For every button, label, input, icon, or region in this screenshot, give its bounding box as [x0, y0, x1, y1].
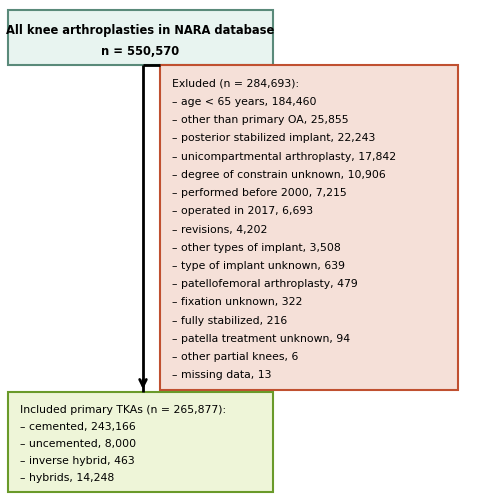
Text: – other types of implant, 3,508: – other types of implant, 3,508	[172, 243, 341, 253]
Text: – revisions, 4,202: – revisions, 4,202	[172, 224, 267, 234]
Text: n = 550,570: n = 550,570	[102, 45, 180, 58]
Text: – patellofemoral arthroplasty, 479: – patellofemoral arthroplasty, 479	[172, 279, 358, 289]
Text: – patella treatment unknown, 94: – patella treatment unknown, 94	[172, 334, 350, 344]
FancyBboxPatch shape	[8, 10, 273, 65]
Text: – other than primary OA, 25,855: – other than primary OA, 25,855	[172, 115, 349, 125]
Text: All knee arthroplasties in NARA database: All knee arthroplasties in NARA database	[6, 24, 274, 38]
Text: Exluded (n = 284,693):: Exluded (n = 284,693):	[172, 78, 299, 88]
Text: – performed before 2000, 7,215: – performed before 2000, 7,215	[172, 188, 347, 198]
Text: – cemented, 243,166: – cemented, 243,166	[20, 422, 136, 432]
Text: – missing data, 13: – missing data, 13	[172, 370, 272, 380]
FancyBboxPatch shape	[160, 65, 458, 390]
Text: – type of implant unknown, 639: – type of implant unknown, 639	[172, 261, 345, 271]
Text: – fixation unknown, 322: – fixation unknown, 322	[172, 298, 302, 308]
Text: – other partial knees, 6: – other partial knees, 6	[172, 352, 298, 362]
Text: – degree of constrain unknown, 10,906: – degree of constrain unknown, 10,906	[172, 170, 386, 180]
Text: – fully stabilized, 216: – fully stabilized, 216	[172, 316, 287, 326]
Text: – inverse hybrid, 463: – inverse hybrid, 463	[20, 456, 135, 466]
Text: – age < 65 years, 184,460: – age < 65 years, 184,460	[172, 97, 317, 107]
FancyBboxPatch shape	[8, 392, 273, 492]
Text: – uncemented, 8,000: – uncemented, 8,000	[20, 440, 136, 450]
Text: – unicompartmental arthroplasty, 17,842: – unicompartmental arthroplasty, 17,842	[172, 152, 396, 162]
Text: Included primary TKAs (n = 265,877):: Included primary TKAs (n = 265,877):	[20, 406, 226, 415]
Text: – hybrids, 14,248: – hybrids, 14,248	[20, 474, 114, 484]
Text: – posterior stabilized implant, 22,243: – posterior stabilized implant, 22,243	[172, 134, 376, 143]
Text: – operated in 2017, 6,693: – operated in 2017, 6,693	[172, 206, 313, 216]
